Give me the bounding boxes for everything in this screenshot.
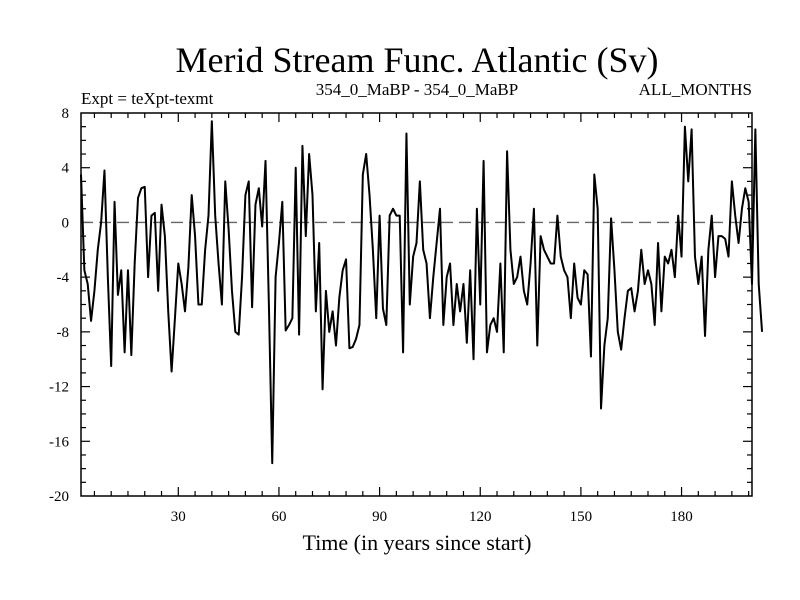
x-axis-label: Time (in years since start)	[303, 530, 532, 555]
subtitle-left: Expt = teXpt-texmt	[81, 89, 214, 108]
x-tick-label: 150	[570, 509, 593, 525]
x-tick-label: 90	[372, 509, 387, 525]
y-tick-label: 0	[62, 215, 70, 231]
y-tick-label: -20	[49, 489, 69, 505]
y-tick-label: -16	[49, 434, 69, 450]
x-tick-label: 180	[670, 509, 693, 525]
subtitle-center: 354_0_MaBP - 354_0_MaBP	[316, 80, 518, 99]
x-tick-label: 30	[171, 509, 186, 525]
plot-frame	[80, 112, 753, 497]
y-tick-label: 4	[62, 161, 70, 177]
y-tick-label: 8	[62, 106, 70, 122]
chart-title: Merid Stream Func. Atlantic (Sv)	[176, 40, 659, 80]
y-tick-label: -8	[57, 325, 70, 341]
axis-ticks	[81, 113, 752, 496]
y-tick-label: -12	[49, 380, 69, 396]
y-tick-label: -4	[57, 270, 70, 286]
tick-labels: 30 60 90 120 150 180 -20 -16 -12 -8 -4 0 4 8	[49, 106, 693, 525]
series-line	[80, 120, 764, 465]
subtitle-right: ALL_MONTHS	[639, 80, 752, 99]
x-tick-label: 60	[271, 509, 286, 525]
x-tick-label: 120	[469, 509, 492, 525]
